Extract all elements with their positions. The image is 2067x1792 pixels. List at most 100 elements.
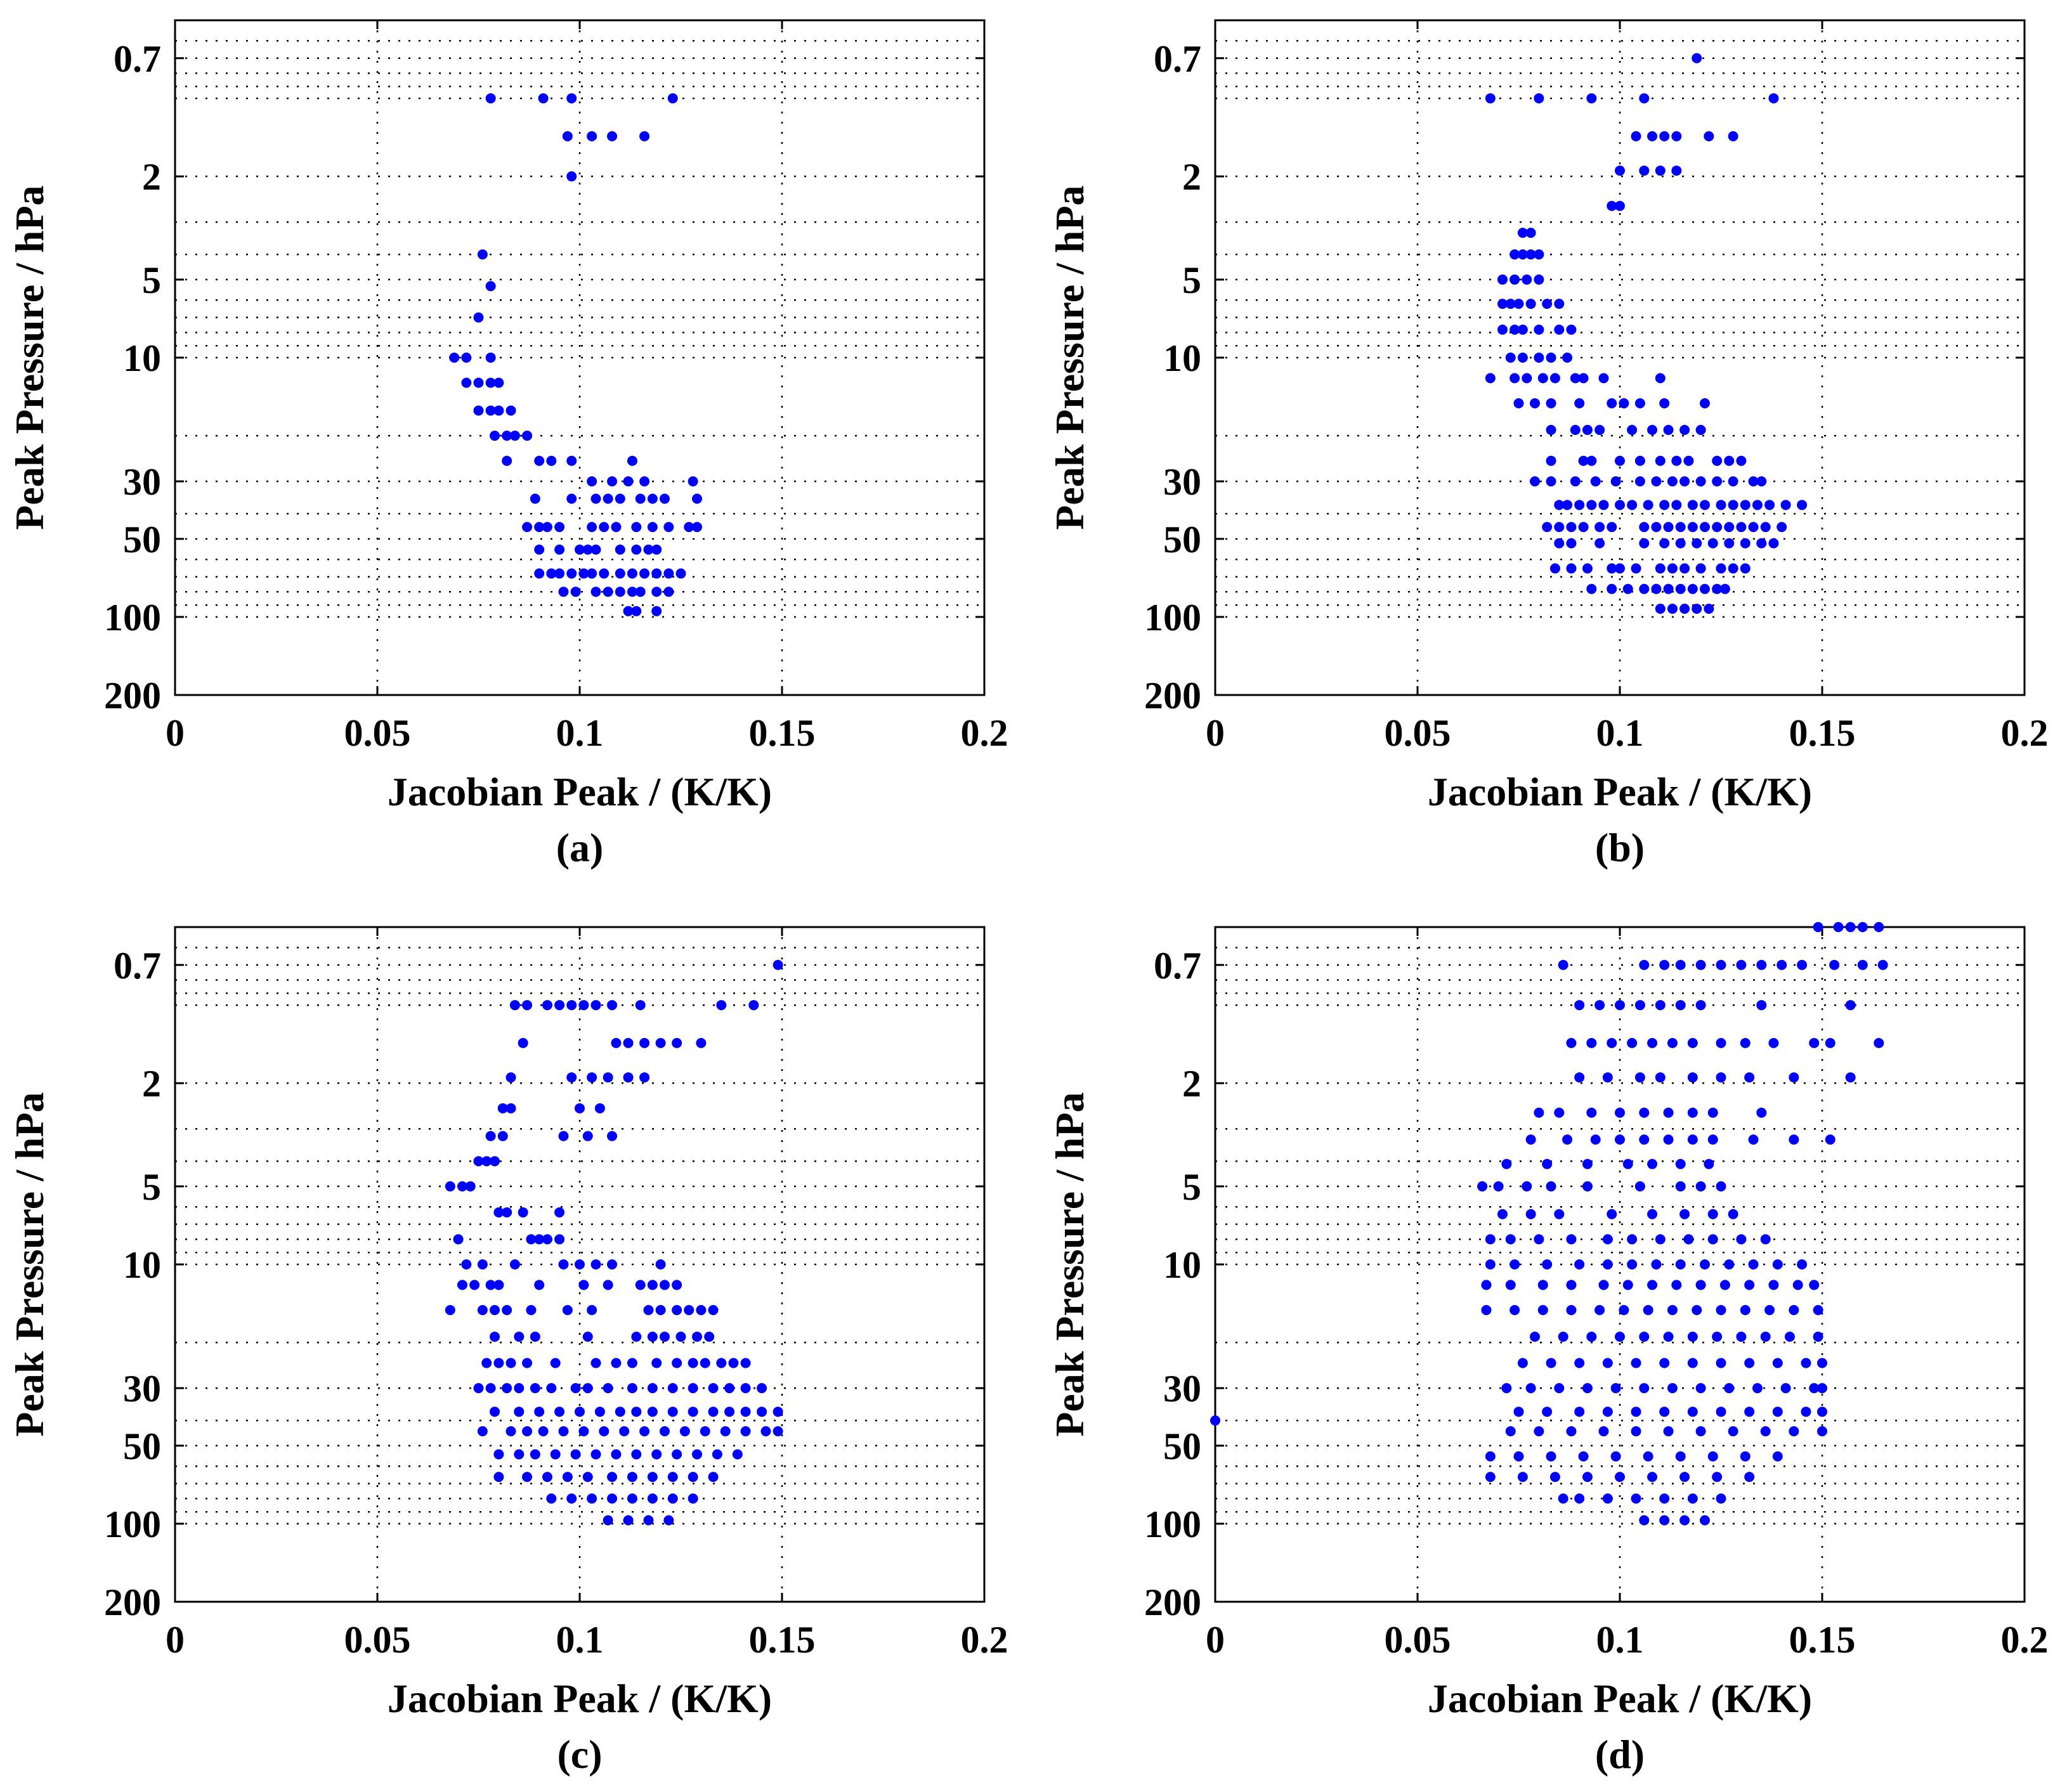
scatter-point (1554, 538, 1565, 549)
scatter-point (659, 493, 670, 504)
y-tick-label: 50 (123, 519, 161, 561)
plot-frame (1214, 19, 2026, 696)
scatter-point (1647, 1280, 1658, 1290)
scatter-point (1582, 1159, 1593, 1169)
y-tick-label: 30 (123, 461, 161, 503)
scatter-point (1513, 1451, 1524, 1462)
scatter-point (1501, 1159, 1512, 1169)
y-axis-label: Peak Pressure / hPa (1047, 185, 1092, 529)
scatter-point (1687, 1358, 1698, 1368)
scatter-point (1667, 604, 1678, 614)
scatter-point (619, 1426, 630, 1437)
scatter-point (647, 1383, 658, 1394)
scatter-point (587, 1493, 597, 1504)
scatter-point (1679, 563, 1690, 574)
scatter-point (1692, 538, 1702, 549)
scatter-point (1687, 1134, 1698, 1145)
scatter-point (477, 1259, 488, 1269)
scatter-point (1509, 249, 1520, 260)
scatter-point (740, 1426, 751, 1437)
scatter-point (1513, 299, 1524, 309)
scatter-point (639, 476, 650, 487)
x-tick-label: 0.2 (2001, 1619, 2049, 1661)
scatter-point (1647, 1472, 1658, 1483)
scatter-point (1712, 522, 1723, 533)
scatter-point (631, 544, 642, 555)
scatter-point (1546, 476, 1556, 487)
scatter-point (582, 1331, 593, 1342)
scatter-point (493, 377, 504, 388)
scatter-point (1639, 166, 1650, 176)
scatter-point (1615, 166, 1625, 176)
scatter-point (1768, 538, 1779, 549)
scatter-point (453, 1234, 464, 1245)
scatter-point (1651, 522, 1662, 533)
scatter-point (1817, 1383, 1827, 1394)
scatter-point (627, 455, 637, 466)
scatter-point (757, 1406, 767, 1417)
scatter-point (566, 1072, 577, 1083)
y-tick-label: 0.7 (1154, 945, 1201, 987)
scatter-point (1602, 1493, 1613, 1504)
y-tick-label: 0.7 (1154, 38, 1201, 80)
scatter-point (651, 587, 662, 597)
scatter-point (1546, 353, 1556, 363)
scatter-point (1622, 1159, 1633, 1169)
scatter-point (582, 544, 593, 555)
scatter-point (485, 1280, 496, 1290)
scatter-point (1675, 1259, 1686, 1269)
y-axis-label: Peak Pressure / hPa (7, 1092, 52, 1436)
scatter-point (1707, 1451, 1718, 1462)
scatter-point (692, 1331, 703, 1342)
scatter-point (1675, 1000, 1686, 1011)
scatter-point (663, 587, 674, 597)
scatter-point (1679, 476, 1690, 487)
scatter-point (659, 1426, 670, 1437)
scatter-point (1874, 1037, 1884, 1048)
scatter-point (1631, 1493, 1641, 1504)
scatter-point (538, 1426, 549, 1437)
scatter-point (667, 1406, 678, 1417)
scatter-point (672, 1305, 682, 1316)
scatter-point (1719, 583, 1730, 594)
scatter-point (1829, 959, 1840, 970)
scatter-point (1534, 93, 1544, 104)
scatter-point (615, 587, 625, 597)
scatter-point (1542, 1406, 1553, 1417)
scatter-point (1525, 1383, 1536, 1394)
scatter-point (1566, 1426, 1577, 1437)
panel-d: 0 0.05 0.1 0.15 0.2 0.7 2 5 10 30 50 100 200 Jacobian… (1047, 922, 2049, 1777)
scatter-point (477, 249, 488, 260)
scatter-point (1687, 522, 1698, 533)
scatter-point (1768, 1037, 1779, 1048)
scatter-point (1594, 424, 1605, 435)
scatter-point (1671, 1280, 1682, 1290)
scatter-point (1777, 959, 1787, 970)
scatter-point (534, 455, 545, 466)
scatter-point (1505, 299, 1516, 309)
scatter-series (1210, 922, 1888, 1526)
scatter-point (1655, 563, 1666, 574)
scatter-point (708, 1472, 719, 1483)
scatter-point (558, 1259, 569, 1269)
scatter-point (627, 1358, 637, 1368)
scatter-point (1525, 249, 1536, 260)
scatter-point (1546, 1181, 1556, 1191)
scatter-point (1485, 1259, 1496, 1269)
scatter-point (1695, 1280, 1706, 1290)
scatter-point (481, 1156, 492, 1167)
scatter-point (1534, 1426, 1544, 1437)
scatter-point (675, 568, 686, 579)
scatter-point (1607, 398, 1617, 409)
scatter-point (1586, 93, 1597, 104)
scatter-point (1639, 522, 1650, 533)
y-tick-label: 30 (1163, 461, 1201, 503)
scatter-point (522, 1358, 533, 1368)
scatter-point (490, 1406, 500, 1417)
scatter-point (1683, 455, 1694, 466)
scatter-point (542, 1234, 552, 1245)
scatter-point (1651, 1259, 1662, 1269)
scatter-point (599, 568, 610, 579)
scatter-point (708, 1383, 719, 1394)
